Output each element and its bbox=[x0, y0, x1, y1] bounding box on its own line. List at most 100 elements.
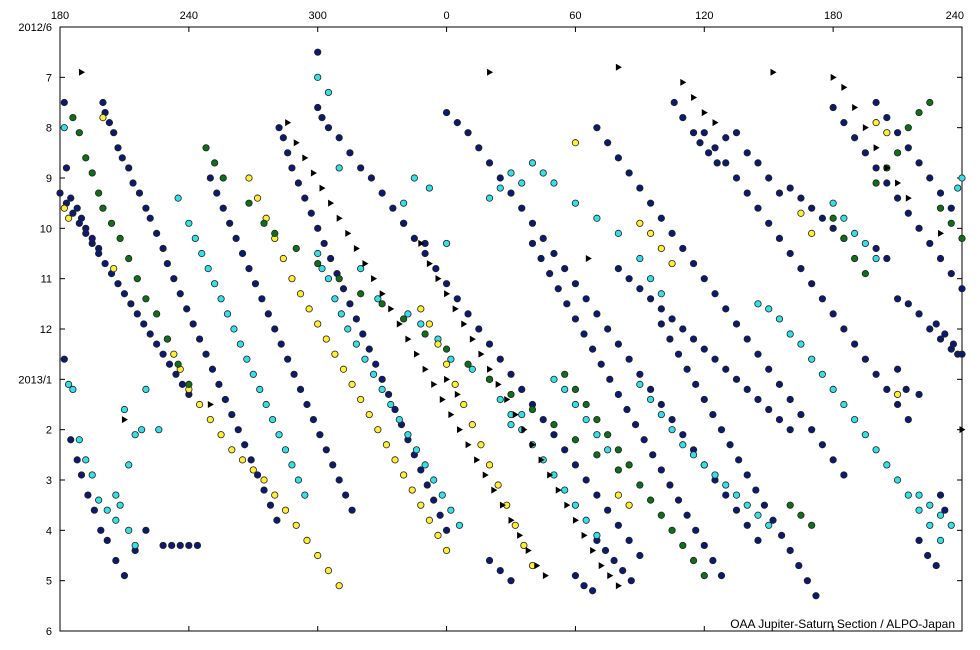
data-point-navy bbox=[636, 551, 644, 560]
data-point-navy bbox=[627, 577, 635, 585]
data-point-navy bbox=[786, 249, 794, 258]
data-point-cyan bbox=[318, 264, 326, 273]
data-point-triangle bbox=[538, 456, 545, 464]
data-point-navy bbox=[769, 516, 777, 524]
data-point-cyan bbox=[88, 471, 96, 479]
data-point-cyan bbox=[400, 199, 408, 207]
x-tick-label: 180 bbox=[51, 10, 69, 22]
data-point-triangle bbox=[310, 169, 317, 177]
data-point-navy bbox=[593, 310, 601, 318]
data-point-green bbox=[507, 390, 515, 399]
data-point-triangle bbox=[547, 471, 554, 479]
y-tick-label: 10 bbox=[40, 223, 52, 235]
data-point-cyan bbox=[861, 239, 869, 248]
data-point-navy bbox=[726, 441, 734, 449]
data-point-navy bbox=[775, 415, 784, 424]
y-tick-label: 7 bbox=[46, 72, 52, 84]
data-point-yellow bbox=[170, 350, 178, 358]
data-point-navy bbox=[284, 355, 292, 363]
data-point-green bbox=[99, 204, 107, 212]
data-point-navy bbox=[692, 380, 700, 388]
data-point-navy bbox=[709, 410, 717, 419]
data-point-navy bbox=[614, 521, 622, 529]
data-point-green bbox=[202, 144, 210, 152]
data-point-triangle bbox=[426, 260, 433, 268]
x-tick-label: 300 bbox=[309, 10, 327, 22]
data-point-navy bbox=[114, 144, 122, 152]
data-point-navy bbox=[571, 280, 580, 288]
data-point-green bbox=[378, 300, 386, 308]
data-point-navy bbox=[163, 259, 171, 268]
data-point-triangle bbox=[905, 194, 912, 202]
data-point-navy bbox=[475, 325, 483, 333]
data-point-triangle bbox=[585, 255, 592, 263]
data-point-triangle bbox=[396, 320, 403, 328]
data-point-navy bbox=[241, 441, 249, 449]
data-point-triangle bbox=[938, 229, 945, 237]
data-point-cyan bbox=[765, 521, 773, 529]
data-point-yellow bbox=[485, 461, 494, 469]
data-point-yellow bbox=[217, 431, 225, 439]
data-point-navy bbox=[365, 345, 373, 353]
data-point-navy bbox=[640, 436, 648, 444]
data-point-green bbox=[926, 98, 934, 107]
data-point-navy bbox=[666, 481, 674, 489]
data-point-triangle bbox=[873, 144, 880, 152]
data-point-navy bbox=[153, 340, 161, 348]
data-point-yellow bbox=[292, 521, 300, 529]
data-point-navy bbox=[711, 290, 719, 298]
data-point-yellow bbox=[365, 410, 373, 419]
data-point-yellow bbox=[260, 476, 268, 484]
data-point-navy bbox=[915, 159, 923, 167]
data-point-cyan bbox=[198, 249, 206, 258]
data-point-navy bbox=[322, 446, 330, 454]
data-point-cyan bbox=[754, 511, 762, 519]
data-point-green bbox=[593, 451, 601, 459]
data-point-cyan bbox=[361, 355, 369, 363]
data-point-navy bbox=[722, 491, 730, 499]
data-point-cyan bbox=[689, 451, 698, 459]
data-point-navy bbox=[689, 259, 698, 268]
data-point-green bbox=[107, 219, 116, 227]
data-point-cyan bbox=[223, 310, 232, 318]
data-point-green bbox=[840, 234, 848, 242]
data-point-navy bbox=[713, 159, 721, 167]
data-point-cyan bbox=[294, 476, 302, 484]
data-point-navy bbox=[561, 446, 569, 454]
data-point-green bbox=[904, 124, 912, 132]
x-tick-label: 240 bbox=[946, 10, 964, 22]
data-point-navy bbox=[932, 561, 940, 570]
data-point-navy bbox=[851, 340, 859, 348]
data-point-navy bbox=[722, 159, 730, 167]
data-point-triangle bbox=[478, 350, 485, 358]
data-point-navy bbox=[840, 471, 848, 479]
data-point-navy bbox=[743, 149, 751, 157]
data-point-navy bbox=[700, 541, 708, 550]
data-point-green bbox=[861, 270, 869, 278]
data-point-cyan bbox=[249, 370, 257, 378]
data-point-navy bbox=[754, 159, 762, 167]
data-point-navy bbox=[752, 486, 760, 494]
data-point-navy bbox=[606, 375, 614, 383]
y-tick-label: 4 bbox=[46, 525, 52, 537]
data-point-cyan bbox=[765, 305, 773, 313]
data-point-navy bbox=[709, 556, 717, 565]
data-point-cyan bbox=[936, 536, 945, 545]
data-point-green bbox=[893, 149, 902, 157]
data-point-navy bbox=[75, 219, 83, 227]
data-point-navy bbox=[904, 415, 912, 424]
data-point-navy bbox=[754, 395, 762, 404]
data-point-navy bbox=[389, 204, 397, 212]
data-point-yellow bbox=[281, 506, 290, 514]
data-point-navy bbox=[872, 370, 880, 378]
data-point-navy bbox=[266, 501, 275, 509]
data-point-navy bbox=[296, 385, 305, 393]
data-point-navy bbox=[818, 441, 827, 449]
data-point-navy bbox=[795, 561, 803, 570]
data-point-cyan bbox=[571, 400, 580, 409]
data-point-navy bbox=[314, 48, 322, 56]
x-tick-label: 240 bbox=[180, 10, 198, 22]
data-point-navy bbox=[314, 103, 322, 112]
data-point-navy bbox=[840, 119, 848, 127]
